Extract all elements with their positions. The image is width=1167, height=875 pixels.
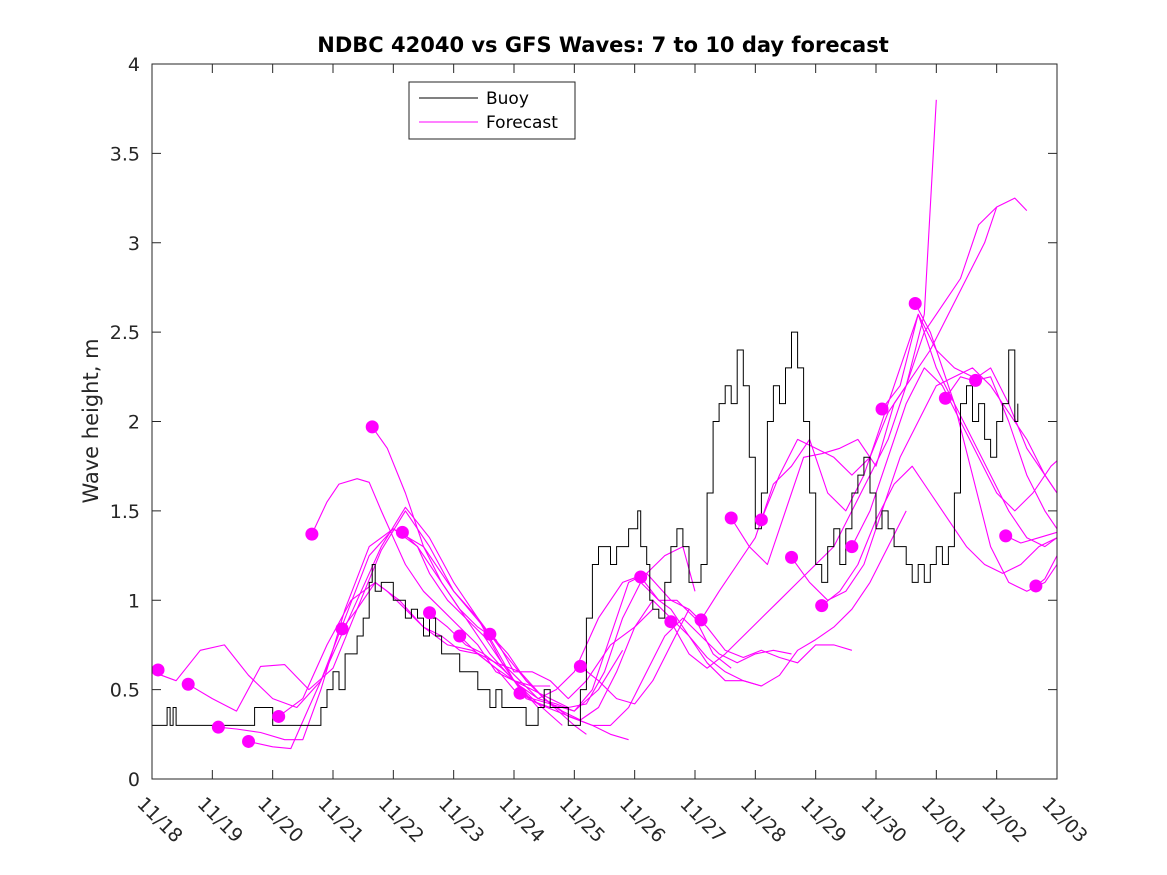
y-tick-label: 3: [128, 233, 140, 255]
forecast-marker: [151, 663, 165, 677]
forecast-marker: [335, 622, 349, 636]
legend-box: [408, 81, 576, 140]
forecast-marker: [305, 527, 319, 541]
forecast-series-line: [944, 367, 1058, 494]
forecast-marker: [815, 599, 829, 613]
forecast-marker: [754, 513, 768, 527]
forecast-marker: [242, 734, 256, 748]
forecast-marker: [1029, 579, 1043, 593]
forecast-series-line: [459, 581, 732, 709]
plot-area: [152, 64, 1057, 779]
forecast-marker: [724, 511, 738, 525]
y-tick-label: 1: [128, 590, 140, 612]
y-tick-label: 4: [128, 54, 140, 76]
y-tick-label: 2.5: [110, 322, 140, 344]
buoy-series-line: [152, 331, 1019, 726]
forecast-series-line: [821, 465, 1058, 607]
legend-forecast-label: Forecast: [486, 113, 558, 133]
forecast-series-line: [489, 599, 762, 721]
forecast-series-line: [519, 617, 792, 726]
legend: Buoy Forecast: [408, 81, 576, 140]
forecast-marker: [272, 709, 286, 723]
forecast-marker: [845, 540, 859, 554]
forecast-series-line: [371, 426, 654, 700]
series-layer: [151, 99, 1058, 750]
y-axis-label: Wave height, m: [79, 338, 103, 503]
forecast-marker: [694, 613, 708, 627]
forecast-marker: [453, 629, 467, 643]
y-tick-labels: 0 0.5 1 1.5 2 2.5 3 3.5 4: [110, 54, 140, 791]
forecast-marker: [513, 686, 527, 700]
forecast-marker: [483, 627, 497, 641]
y-tick-label: 1.5: [110, 501, 140, 523]
forecast-marker: [908, 297, 922, 311]
forecast-series-line: [700, 313, 973, 621]
forecast-marker: [573, 659, 587, 673]
forecast-marker: [999, 529, 1013, 543]
forecast-series-line: [1005, 531, 1058, 544]
legend-buoy-label: Buoy: [486, 89, 529, 109]
forecast-series-line: [311, 478, 551, 687]
forecast-series-line: [580, 608, 853, 705]
forecast-marker: [664, 615, 678, 629]
plot-frame: [151, 63, 1058, 780]
forecast-marker: [211, 720, 225, 734]
forecast-series-line: [760, 197, 1028, 521]
forecast-marker: [423, 606, 437, 620]
forecast-marker: [181, 677, 195, 691]
forecast-marker: [395, 525, 409, 539]
marker-layer: [151, 297, 1043, 748]
forecast-series-line: [640, 510, 907, 687]
forecast-series-line: [914, 303, 1058, 548]
forecast-marker: [938, 391, 952, 405]
forecast-series-line: [218, 528, 563, 741]
forecast-marker: [634, 570, 648, 584]
forecast-marker: [785, 550, 799, 564]
chart-title: NDBC 42040 vs GFS Waves: 7 to 10 day for…: [317, 33, 888, 57]
forecast-marker: [365, 420, 379, 434]
y-tick-label: 2: [128, 412, 140, 434]
forecast-series-line: [730, 206, 998, 566]
y-tick-label: 0: [128, 769, 140, 791]
forecast-marker: [875, 402, 889, 416]
forecast-series-line: [975, 376, 1058, 530]
forecast-marker: [969, 373, 983, 387]
y-tick-label: 0.5: [110, 680, 140, 702]
y-tick-label: 3.5: [110, 143, 140, 165]
forecast-series-line: [670, 99, 937, 669]
